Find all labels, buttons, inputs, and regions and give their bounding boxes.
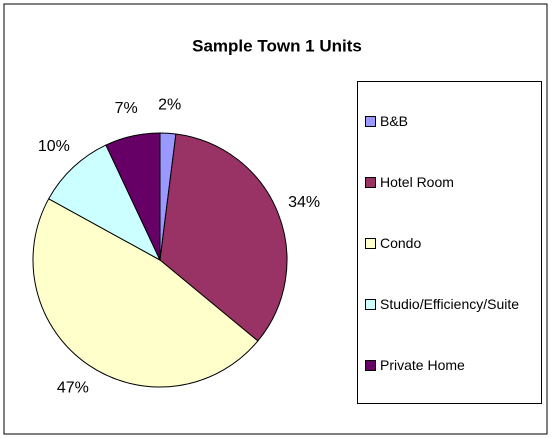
legend-label: Studio/Efficiency/Suite [380,295,520,312]
pie-slice [105,132,161,261]
legend-item: Condo [365,230,537,256]
legend-label: Private Home [380,356,465,373]
chart-title: Sample Town 1 Units [192,36,362,55]
legend-swatch [365,115,376,127]
legend-swatch [365,237,376,249]
legend-swatch [365,298,376,310]
legend-item: Studio/Efficiency/Suite [365,291,537,317]
pie-slice [32,198,259,388]
data-label: 7% [115,100,138,117]
legend-label: Hotel Room [380,173,454,190]
legend-item: Private Home [365,352,537,378]
legend-swatch [365,176,376,188]
legend: B&B Hotel Room Condo Studio/Efficiency/Suit… [357,81,542,404]
data-label: 10% [38,138,70,155]
pie-slice [48,144,162,262]
legend-item: Hotel Room [365,169,537,195]
data-label: 2% [158,97,181,114]
legend-item: B&B [365,108,537,134]
legend-label: B&B [380,112,409,129]
legend-label: Condo [380,234,422,251]
pie-slice [159,133,288,342]
legend-swatch [365,359,376,371]
data-label: 47% [57,379,89,396]
data-label: 34% [288,194,320,211]
